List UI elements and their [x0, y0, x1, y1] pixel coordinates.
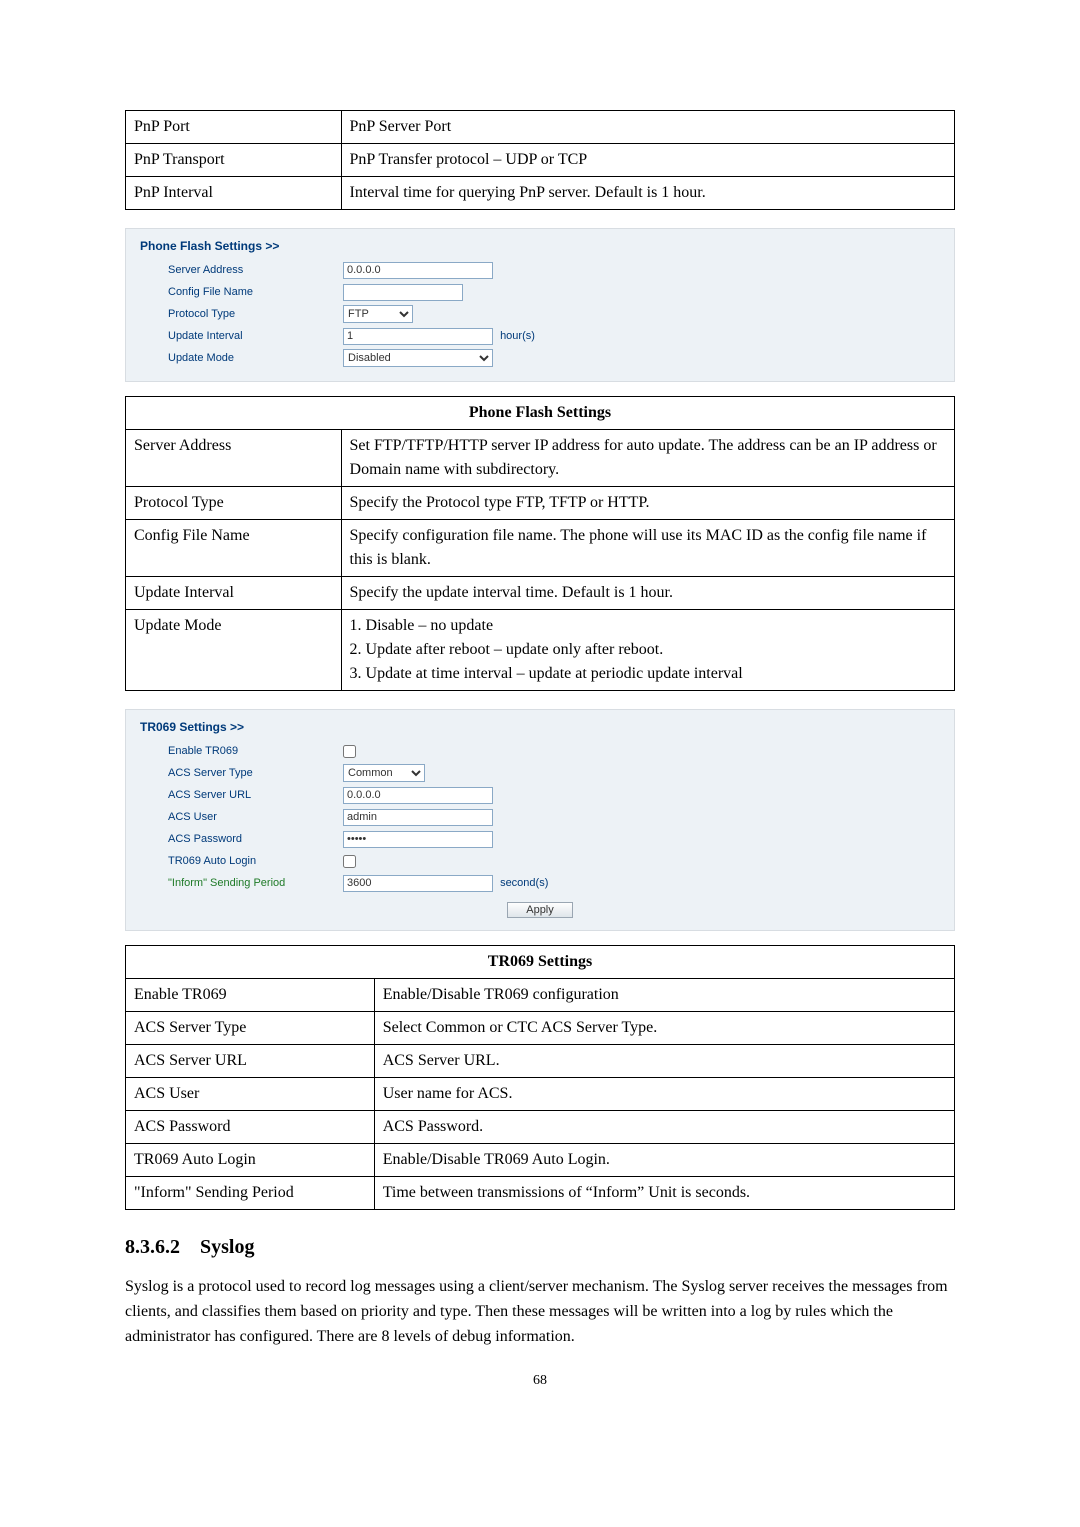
server-address-input[interactable]	[343, 262, 493, 279]
table-row: ACS Server TypeSelect Common or CTC ACS …	[126, 1012, 955, 1045]
cell-val: 1. Disable – no update2. Update after re…	[341, 610, 954, 691]
apply-button[interactable]: Apply	[507, 902, 573, 918]
inform-period-label: "Inform" Sending Period	[168, 877, 343, 889]
table-row: Enable TR069Enable/Disable TR069 configu…	[126, 979, 955, 1012]
acs-server-type-label: ACS Server Type	[168, 767, 343, 779]
enable-tr069-checkbox[interactable]	[343, 745, 356, 758]
cell-val: ACS Server URL.	[374, 1045, 954, 1078]
enable-tr069-label: Enable TR069	[168, 745, 343, 757]
table-row: ACS PasswordACS Password.	[126, 1111, 955, 1144]
cell-val: Interval time for querying PnP server. D…	[341, 177, 954, 210]
cell-val: Select Common or CTC ACS Server Type.	[374, 1012, 954, 1045]
cell-key: "Inform" Sending Period	[126, 1177, 375, 1210]
tr069-settings-table: TR069 Settings Enable TR069Enable/Disabl…	[125, 945, 955, 1210]
update-mode-select[interactable]: Disabled	[343, 349, 493, 367]
acs-password-input[interactable]	[343, 831, 493, 848]
phone-flash-settings-panel: Phone Flash Settings >> Server Address C…	[125, 228, 955, 382]
table-row: PnP Interval Interval time for querying …	[126, 177, 955, 210]
cell-key: PnP Interval	[126, 177, 342, 210]
cell-val: Specify configuration file name. The pho…	[341, 520, 954, 577]
config-file-label: Config File Name	[168, 286, 343, 298]
table-row: Config File Name Specify configuration f…	[126, 520, 955, 577]
table-row: Protocol Type Specify the Protocol type …	[126, 487, 955, 520]
acs-user-input[interactable]	[343, 809, 493, 826]
table-row: PnP Transport PnP Transfer protocol – UD…	[126, 144, 955, 177]
cell-key: Config File Name	[126, 520, 342, 577]
pnp-table: PnP Port PnP Server Port PnP Transport P…	[125, 110, 955, 210]
tr069-settings-panel: TR069 Settings >> Enable TR069 ACS Serve…	[125, 709, 955, 931]
inform-unit: second(s)	[500, 877, 548, 889]
acs-user-label: ACS User	[168, 811, 343, 823]
panel-title: TR069 Settings >>	[140, 720, 940, 734]
table-row: Update Mode 1. Disable – no update2. Upd…	[126, 610, 955, 691]
table-row: Update Interval Specify the update inter…	[126, 577, 955, 610]
cell-key: Enable TR069	[126, 979, 375, 1012]
acs-server-type-select[interactable]: Common	[343, 764, 425, 782]
cell-val: Enable/Disable TR069 Auto Login.	[374, 1144, 954, 1177]
cell-key: ACS Password	[126, 1111, 375, 1144]
cell-val: Set FTP/TFTP/HTTP server IP address for …	[341, 430, 954, 487]
cell-key: ACS Server URL	[126, 1045, 375, 1078]
section-title: Syslog	[200, 1236, 254, 1258]
tr069-auto-login-label: TR069 Auto Login	[168, 855, 343, 867]
table-row: Server Address Set FTP/TFTP/HTTP server …	[126, 430, 955, 487]
table-header: Phone Flash Settings	[126, 397, 955, 430]
section-paragraph: Syslog is a protocol used to record log …	[125, 1275, 955, 1349]
acs-server-url-input[interactable]	[343, 787, 493, 804]
cell-key: PnP Port	[126, 111, 342, 144]
table-row: ACS UserUser name for ACS.	[126, 1078, 955, 1111]
panel-title: Phone Flash Settings >>	[140, 239, 940, 253]
cell-val: Time between transmissions of “Inform” U…	[374, 1177, 954, 1210]
cell-key: Protocol Type	[126, 487, 342, 520]
cell-key: TR069 Auto Login	[126, 1144, 375, 1177]
section-heading: 8.3.6.2 Syslog	[125, 1236, 955, 1259]
acs-password-label: ACS Password	[168, 833, 343, 845]
tr069-auto-login-checkbox[interactable]	[343, 855, 356, 868]
cell-key: PnP Transport	[126, 144, 342, 177]
cell-key: ACS User	[126, 1078, 375, 1111]
section-number: 8.3.6.2	[125, 1236, 180, 1258]
update-mode-label: Update Mode	[168, 352, 343, 364]
cell-key: Update Mode	[126, 610, 342, 691]
table-row: ACS Server URLACS Server URL.	[126, 1045, 955, 1078]
acs-server-url-label: ACS Server URL	[168, 789, 343, 801]
cell-val: User name for ACS.	[374, 1078, 954, 1111]
phone-flash-settings-table: Phone Flash Settings Server Address Set …	[125, 396, 955, 691]
config-file-input[interactable]	[343, 284, 463, 301]
cell-val: Specify the Protocol type FTP, TFTP or H…	[341, 487, 954, 520]
page-number: 68	[125, 1373, 955, 1389]
server-address-label: Server Address	[168, 264, 343, 276]
cell-val: PnP Server Port	[341, 111, 954, 144]
cell-key: ACS Server Type	[126, 1012, 375, 1045]
interval-unit: hour(s)	[500, 330, 535, 342]
cell-val: PnP Transfer protocol – UDP or TCP	[341, 144, 954, 177]
protocol-type-label: Protocol Type	[168, 308, 343, 320]
cell-val: Specify the update interval time. Defaul…	[341, 577, 954, 610]
table-row: "Inform" Sending PeriodTime between tran…	[126, 1177, 955, 1210]
cell-key: Update Interval	[126, 577, 342, 610]
cell-val: ACS Password.	[374, 1111, 954, 1144]
cell-val: Enable/Disable TR069 configuration	[374, 979, 954, 1012]
table-row: TR069 Auto LoginEnable/Disable TR069 Aut…	[126, 1144, 955, 1177]
update-interval-label: Update Interval	[168, 330, 343, 342]
inform-period-input[interactable]	[343, 875, 493, 892]
cell-key: Server Address	[126, 430, 342, 487]
table-row: PnP Port PnP Server Port	[126, 111, 955, 144]
update-interval-input[interactable]	[343, 328, 493, 345]
table-header: TR069 Settings	[126, 946, 955, 979]
protocol-type-select[interactable]: FTP	[343, 305, 413, 323]
